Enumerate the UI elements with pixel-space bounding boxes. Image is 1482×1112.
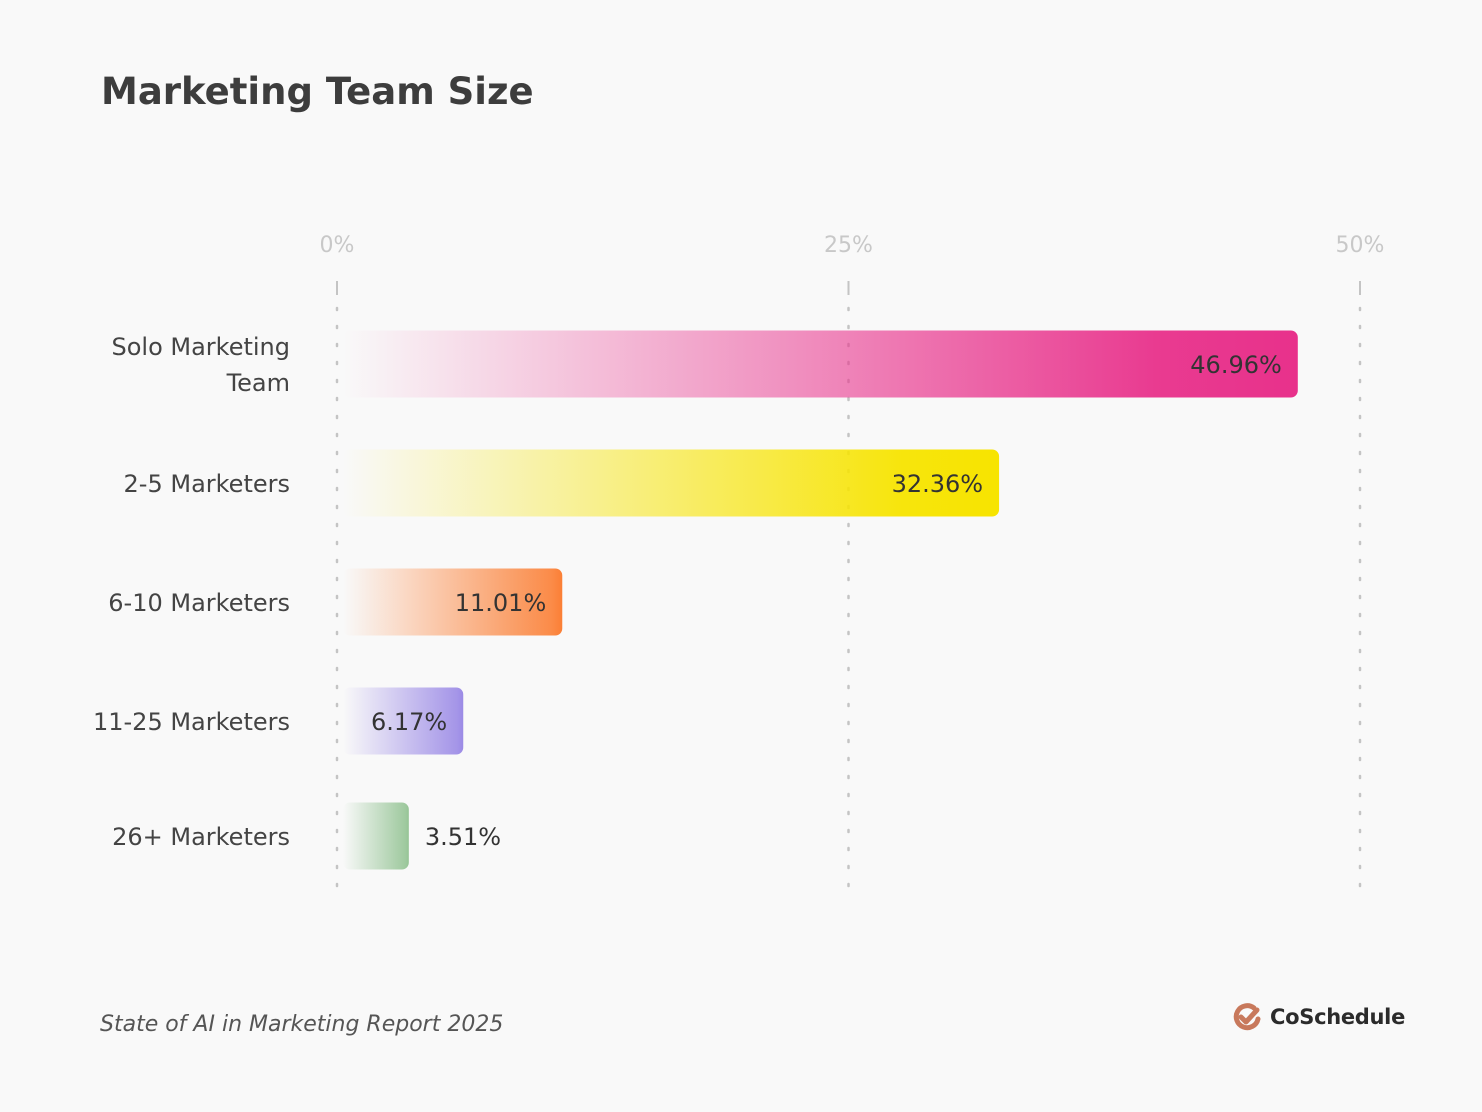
bar (343, 330, 1298, 398)
bar (343, 687, 464, 755)
data-label: 11.01% (455, 589, 547, 617)
category-label: 11-25 Marketers (93, 708, 290, 736)
x-tick-label: 50% (1336, 233, 1385, 258)
data-label: 6.17% (371, 708, 447, 736)
x-tick-label: 25% (824, 233, 873, 258)
x-tick-label: 0% (320, 233, 355, 258)
category-label: 2-5 Marketers (124, 470, 290, 498)
brand-name: CoSchedule (1270, 1005, 1406, 1029)
bar (343, 802, 409, 870)
category-label: Team (226, 369, 290, 397)
category-label: Solo Marketing (111, 333, 290, 361)
source-caption: State of AI in Marketing Report 2025 (100, 1012, 504, 1037)
bar (343, 449, 1000, 517)
data-label: 32.36% (892, 470, 984, 498)
chart-title: Marketing Team Size (101, 70, 534, 113)
check-circle-icon (1233, 1003, 1261, 1031)
data-label: 3.51% (425, 823, 501, 851)
brand-logo: CoSchedule (1232, 1002, 1405, 1032)
bar (343, 568, 563, 636)
category-label: 26+ Marketers (112, 823, 290, 851)
category-label: 6-10 Marketers (108, 589, 290, 617)
data-label: 46.96% (1190, 351, 1282, 379)
